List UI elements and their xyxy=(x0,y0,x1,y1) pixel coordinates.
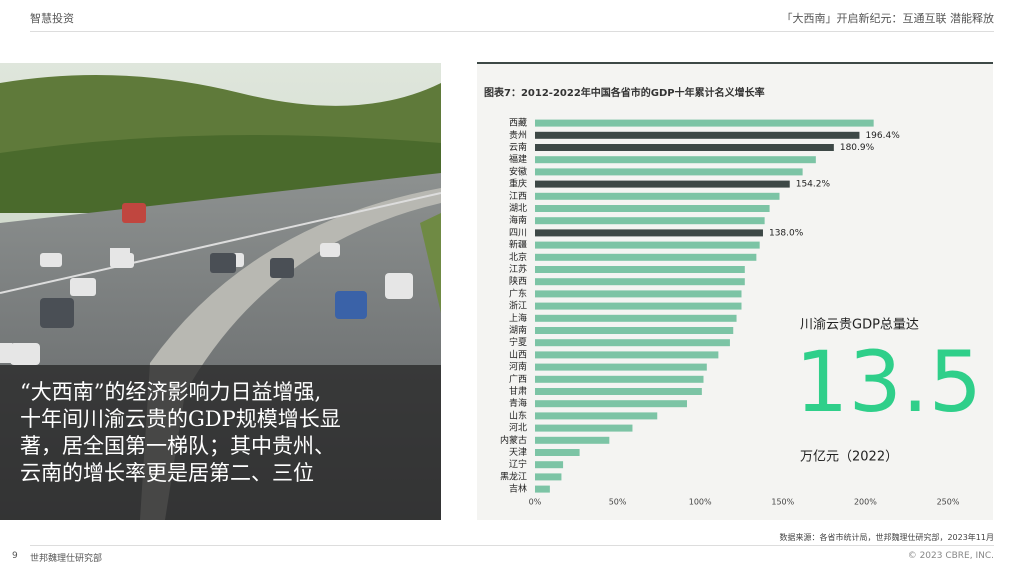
bar xyxy=(535,131,860,139)
category-label: 辽宁 xyxy=(509,458,527,470)
category-label: 河北 xyxy=(509,422,527,434)
bar xyxy=(535,253,757,261)
category-label: 河南 xyxy=(509,361,527,373)
category-label: 新疆 xyxy=(509,239,527,251)
bar xyxy=(535,485,550,493)
bar xyxy=(535,327,734,334)
category-label: 陕西 xyxy=(509,275,527,287)
footer-right: © 2023 CBRE, INC. xyxy=(907,551,994,561)
page-number: 9 xyxy=(12,551,18,561)
x-tick-label: 200% xyxy=(854,498,877,507)
value-label: 196.4% xyxy=(865,131,900,141)
bar xyxy=(535,436,610,444)
category-label: 江苏 xyxy=(509,263,527,275)
category-label: 北京 xyxy=(509,251,527,263)
category-label: 云南 xyxy=(509,141,527,153)
category-label: 贵州 xyxy=(509,129,527,141)
header-right: 「大西南」开启新纪元：互通互联 潜能释放 xyxy=(781,12,995,25)
category-label: 山东 xyxy=(509,409,527,421)
bar xyxy=(535,388,702,395)
bar xyxy=(535,424,633,432)
category-label: 山西 xyxy=(509,349,527,360)
bar xyxy=(535,180,790,188)
category-label: 西藏 xyxy=(509,117,527,129)
bar xyxy=(535,241,760,249)
quote-line: 云南的增长率更是居第二、三位 xyxy=(20,461,314,485)
footer-rule xyxy=(30,545,994,546)
bar xyxy=(535,339,730,347)
x-tick-label: 100% xyxy=(689,498,712,507)
category-label: 黑龙江 xyxy=(500,470,527,482)
quote-line: 十年间川渝云贵的GDP规模增长显 xyxy=(20,407,341,431)
bar xyxy=(535,217,765,225)
category-label: 天津 xyxy=(509,447,527,458)
bar xyxy=(535,156,816,164)
panel-rule xyxy=(477,62,993,64)
bar xyxy=(535,266,745,273)
category-label: 甘肃 xyxy=(509,385,527,397)
category-label: 江西 xyxy=(509,191,527,202)
bar xyxy=(535,351,719,359)
category-label: 湖南 xyxy=(509,324,527,336)
category-label: 吉林 xyxy=(509,483,527,495)
quote-line: 著，居全国第一梯队；其中贵州、 xyxy=(20,434,335,458)
bar xyxy=(535,375,704,383)
bar xyxy=(535,473,562,481)
category-label: 重庆 xyxy=(509,178,527,190)
category-label: 上海 xyxy=(509,312,527,324)
footer-left: 世邦魏理仕研究部 xyxy=(30,554,103,564)
category-label: 四川 xyxy=(509,228,527,238)
bar xyxy=(535,290,742,298)
bar xyxy=(535,119,874,127)
x-tick-label: 150% xyxy=(771,498,794,507)
value-label: 180.9% xyxy=(840,143,875,153)
bar xyxy=(535,205,770,212)
x-tick-label: 250% xyxy=(937,498,960,507)
bar xyxy=(535,461,564,469)
callout-unit: 万亿元（2022） xyxy=(800,450,898,465)
bar xyxy=(535,363,707,371)
category-label: 内蒙古 xyxy=(500,434,527,446)
value-label: 138.0% xyxy=(769,228,804,238)
bar xyxy=(535,278,745,286)
bar xyxy=(535,192,780,200)
quote-box: “大西南”的经济影响力日益增强, 十年间川渝云贵的GDP规模增长显 著，居全国第一梯… xyxy=(0,365,441,520)
x-tick-label: 0% xyxy=(529,498,542,507)
callout-number: 13.5 xyxy=(795,333,982,431)
quote-line: “大西南”的经济影响力日益增强, xyxy=(20,380,322,404)
category-label: 广西 xyxy=(509,373,527,385)
header-left: 智慧投资 xyxy=(30,12,74,25)
bar xyxy=(535,400,687,408)
chart: 图表7：2012-2022年中国各省市的GDP十年累计名义增长率 川渝云贵GDP… xyxy=(477,62,993,520)
value-label: 154.2% xyxy=(796,180,831,190)
bar xyxy=(535,168,803,176)
category-label: 湖北 xyxy=(509,203,527,214)
source: 数据来源：各省市统计局，世邦魏理仕研究部，2023年11月 xyxy=(779,533,994,542)
category-label: 浙江 xyxy=(509,300,527,312)
bar xyxy=(535,314,737,322)
category-label: 海南 xyxy=(509,214,527,226)
category-label: 宁夏 xyxy=(509,336,527,348)
bar xyxy=(535,412,658,420)
x-tick-label: 50% xyxy=(609,498,627,507)
header-rule xyxy=(30,31,994,32)
category-label: 广东 xyxy=(509,287,527,299)
category-label: 安徽 xyxy=(509,165,527,177)
chart-title: 图表7：2012-2022年中国各省市的GDP十年累计名义增长率 xyxy=(484,86,765,99)
category-label: 福建 xyxy=(509,153,527,165)
bar xyxy=(535,144,834,151)
bar xyxy=(535,449,580,456)
callout-lead: 川渝云贵GDP总量达 xyxy=(800,317,919,333)
category-label: 青海 xyxy=(509,397,527,409)
bar xyxy=(535,302,742,310)
bar xyxy=(535,229,763,237)
